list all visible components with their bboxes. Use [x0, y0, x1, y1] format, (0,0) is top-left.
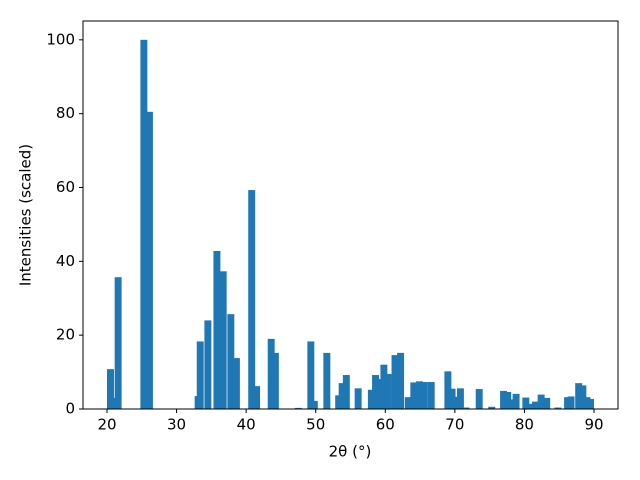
bar: [567, 396, 575, 409]
y-tick-label: 60: [56, 178, 75, 196]
bar: [140, 39, 148, 409]
bar: [376, 379, 384, 409]
bar: [444, 371, 452, 409]
bar: [232, 358, 240, 409]
bar: [271, 352, 279, 409]
bar: [204, 320, 212, 409]
bar: [114, 277, 122, 409]
bar: [415, 381, 423, 409]
bar: [372, 375, 380, 409]
x-tick-label: 60: [376, 416, 395, 434]
bar: [575, 383, 583, 409]
x-tick-label: 20: [97, 416, 116, 434]
bar: [253, 386, 261, 409]
bar: [488, 406, 496, 409]
x-tick-label: 70: [445, 416, 464, 434]
x-tick-label: 30: [167, 416, 186, 434]
bar: [410, 382, 418, 409]
bar: [543, 397, 551, 409]
bar: [354, 388, 362, 409]
y-tick-label: 40: [56, 252, 75, 270]
bar: [342, 375, 350, 409]
bar: [397, 352, 405, 409]
bar: [522, 397, 530, 409]
bar: [500, 390, 508, 409]
x-tick-label: 40: [237, 416, 256, 434]
plot-frame: [82, 20, 619, 410]
y-tick-label: 0: [65, 400, 75, 418]
bar: [196, 341, 204, 409]
y-axis-label: Intensities (scaled): [17, 144, 35, 286]
bar: [267, 338, 275, 409]
bar: [219, 271, 227, 409]
x-tick-label: 90: [584, 416, 603, 434]
bar: [110, 397, 118, 409]
bar: [294, 407, 302, 409]
bar: [537, 394, 545, 409]
bar: [307, 341, 315, 409]
bar: [456, 388, 464, 409]
bar: [554, 407, 562, 409]
bar: [107, 369, 114, 409]
y-tick-label: 20: [56, 326, 75, 344]
bar: [462, 407, 470, 409]
bar: [532, 401, 540, 409]
bar: [310, 400, 318, 409]
bar: [448, 388, 456, 409]
bar: [420, 382, 428, 409]
bar: [391, 355, 399, 409]
bar: [475, 389, 483, 409]
bar: [384, 373, 392, 409]
x-axis-label: 2θ (°): [329, 443, 372, 461]
bar: [404, 397, 412, 409]
bar: [587, 399, 594, 409]
bar: [380, 364, 388, 409]
bar: [509, 399, 517, 409]
bar: [579, 385, 587, 409]
bar: [323, 352, 331, 409]
bar: [338, 383, 346, 409]
y-tick-label: 100: [46, 30, 75, 48]
bar: [527, 403, 535, 409]
bar: [213, 250, 221, 409]
bar: [227, 314, 235, 409]
bar: [512, 393, 520, 409]
bar: [145, 111, 153, 409]
bar: [248, 190, 256, 409]
bar: [504, 392, 512, 409]
x-tick-label: 80: [515, 416, 534, 434]
bar: [367, 389, 375, 409]
bar: [427, 382, 435, 409]
x-tick-label: 50: [306, 416, 325, 434]
y-tick-label: 80: [56, 104, 75, 122]
